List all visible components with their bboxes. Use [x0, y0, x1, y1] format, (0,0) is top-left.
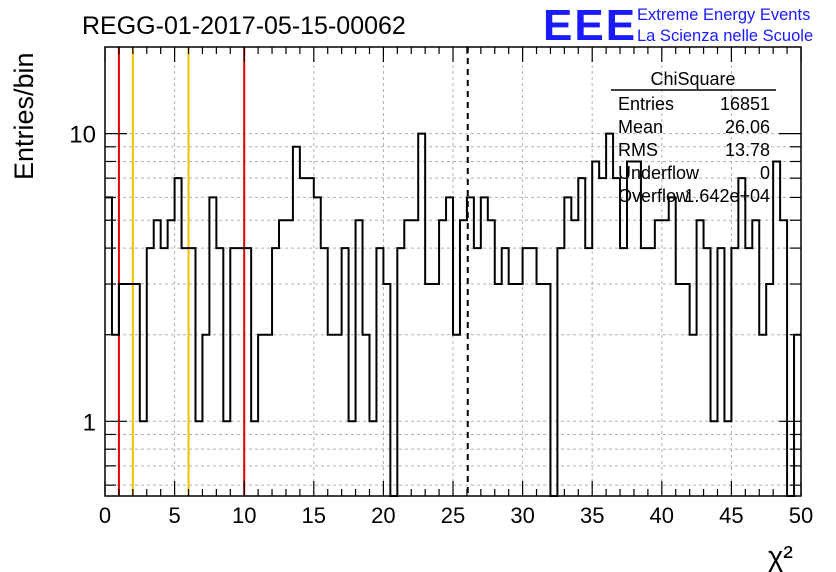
stats-value: 16851 — [720, 94, 770, 114]
histogram-line — [105, 132, 801, 497]
x-tick-label: 40 — [650, 503, 674, 528]
stats-label: RMS — [618, 140, 658, 160]
stats-label: Underflow — [618, 163, 700, 183]
x-tick-label: 5 — [168, 503, 180, 528]
org-line-2: La Scienza nelle Scuole — [637, 27, 813, 45]
reference-lines — [117, 47, 469, 496]
stats-value: 0 — [760, 163, 770, 183]
y-tick-label: 1 — [83, 409, 96, 436]
x-tick-label: 30 — [510, 503, 534, 528]
x-tick-label: 15 — [302, 503, 326, 528]
eee-logo: EEE — [543, 1, 637, 50]
x-tick-label: 25 — [441, 503, 465, 528]
x-tick-label: 45 — [719, 503, 743, 528]
stats-label: Entries — [618, 94, 674, 114]
x-tick-label: 10 — [232, 503, 256, 528]
stats-value: 13.78 — [725, 140, 770, 160]
x-tick-label: 50 — [789, 503, 813, 528]
x-tick-label: 0 — [99, 503, 111, 528]
plot-frame — [104, 46, 802, 497]
stats-value: 1.642e+04 — [684, 186, 770, 206]
org-line-1: Extreme Energy Events — [637, 6, 810, 24]
stats-value: 26.06 — [725, 117, 770, 137]
tick-labels: 0 5 10 15 20 25 30 35 40 45 50 1 10 — [69, 122, 813, 528]
stats-title: ChiSquare — [650, 69, 735, 89]
run-title: REGG-01-2017-05-15-00062 — [82, 12, 406, 40]
stats-label: Mean — [618, 117, 663, 137]
x-axis-title: χ² — [768, 541, 793, 572]
y-axis-title: Entries/bin — [9, 52, 39, 180]
axis-ticks — [104, 47, 802, 496]
stats-box: ChiSquare Entries 16851 Mean 26.06 RMS 1… — [611, 69, 776, 206]
x-tick-label: 20 — [371, 503, 395, 528]
stats-label: Overflow — [618, 186, 690, 206]
y-tick-label: 10 — [69, 122, 96, 149]
x-tick-label: 35 — [580, 503, 604, 528]
